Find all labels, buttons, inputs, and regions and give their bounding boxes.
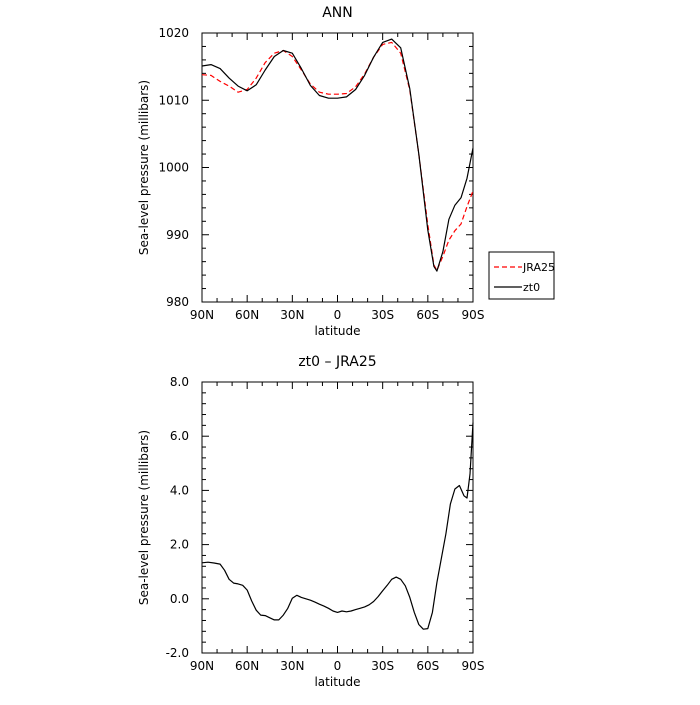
x-tick-label: 90N <box>190 659 214 673</box>
chart-panel-2: 90N 60N 30N 0 30S 60S 90S -2.0 0.0 2.0 4.0 6.0 8.0 zt… <box>137 354 484 689</box>
y-tick-label: 2.0 <box>170 538 189 552</box>
y-tick-label: 4.0 <box>170 483 189 497</box>
x-tick-label: 0 <box>334 659 342 673</box>
y-tick-label: 1020 <box>158 26 189 40</box>
x-tick-label: 90N <box>190 308 214 322</box>
series-line-zt0 <box>201 38 474 272</box>
y-tick-label: 6.0 <box>170 429 189 443</box>
chart-title: zt0 – JRA25 <box>298 354 376 370</box>
x-tick-label: 60N <box>235 308 259 322</box>
x-axis-label: latitude <box>314 324 360 338</box>
series-line-jra25 <box>201 41 474 271</box>
x-axis-label: latitude <box>314 675 360 689</box>
difference-line <box>201 422 474 630</box>
y-tick-label: 1010 <box>158 93 189 107</box>
legend: JRA25 zt0 <box>488 251 555 300</box>
legend-label-jra25: JRA25 <box>522 261 555 274</box>
legend-label-zt0: zt0 <box>523 281 540 294</box>
y-tick-label: 0.0 <box>170 592 189 606</box>
y-tick-label: 8.0 <box>170 375 189 389</box>
x-tick-label: 30S <box>371 659 394 673</box>
legend-box <box>488 251 555 300</box>
chart-panel-1: 90N 60N 30N 0 30S 60S 90S 980 990 1000 1010 1020 ANN… <box>137 5 555 338</box>
y-axis-label: Sea-level pressure (millibars) <box>137 430 151 605</box>
y-tick-label: 990 <box>166 228 189 242</box>
y-tick-label: 1000 <box>158 161 189 175</box>
y-tick-label: 980 <box>166 295 189 309</box>
x-tick-label: 30S <box>371 308 394 322</box>
x-tick-label: 90S <box>462 308 485 322</box>
chart-title: ANN <box>322 5 353 21</box>
plot-frame <box>201 32 474 303</box>
x-tick-label: 60S <box>416 308 439 322</box>
x-tick-label: 90S <box>462 659 485 673</box>
x-tick-label: 0 <box>334 308 342 322</box>
x-tick-label: 30N <box>280 659 304 673</box>
x-tick-label: 60S <box>416 659 439 673</box>
x-tick-label: 30N <box>280 308 304 322</box>
x-tick-label: 60N <box>235 659 259 673</box>
y-axis-label: Sea-level pressure (millibars) <box>137 80 151 255</box>
y-tick-label: -2.0 <box>166 646 189 660</box>
